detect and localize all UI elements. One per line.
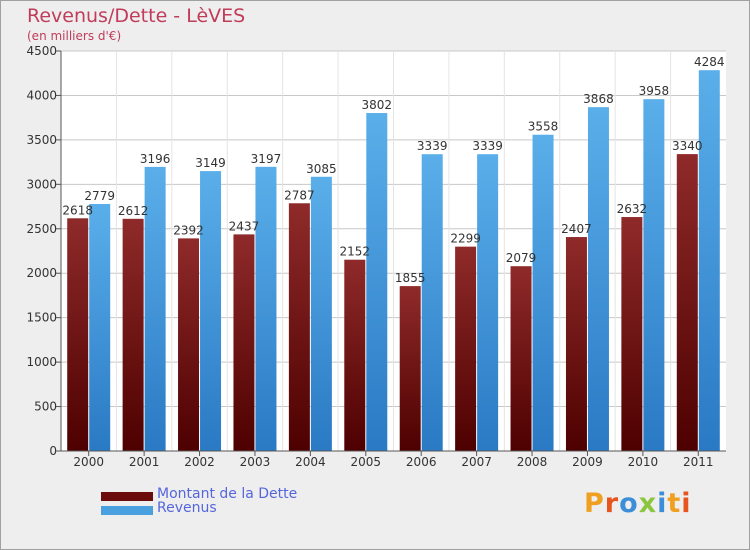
logo-letter: P [584, 488, 605, 519]
bar-debt [178, 238, 200, 451]
data-label-debt: 2152 [340, 245, 371, 259]
data-label-revenus: 3958 [639, 84, 670, 98]
bar-debt [676, 154, 698, 451]
y-tick-label: 500 [34, 400, 57, 414]
data-label-debt: 2407 [561, 222, 592, 236]
chart-title: Revenus/Dette - LèVES [27, 5, 246, 27]
bar-revenus [255, 166, 277, 452]
bar-revenus [310, 176, 332, 451]
bar-revenus [587, 107, 609, 451]
x-tick-label: 2003 [240, 455, 271, 469]
data-label-revenus: 3149 [195, 156, 226, 170]
data-label-revenus: 3802 [362, 98, 393, 112]
bar-debt [455, 246, 477, 451]
logo-letter: o [619, 488, 639, 519]
bar-revenus [200, 171, 222, 452]
bar-debt [510, 266, 532, 451]
x-tick-label: 2009 [572, 455, 603, 469]
data-label-debt: 2392 [173, 223, 204, 237]
bar-revenus [89, 203, 111, 451]
bar-debt [344, 259, 366, 451]
data-label-debt: 3340 [672, 139, 703, 153]
logo-letter: r [604, 488, 620, 519]
data-label-debt: 2787 [284, 188, 315, 202]
data-label-debt: 2632 [617, 202, 648, 216]
x-tick-label: 2006 [406, 455, 437, 469]
bar-debt [288, 203, 310, 451]
y-tick-label: 2000 [26, 266, 57, 280]
bar-debt [565, 237, 587, 451]
data-label-revenus: 3196 [140, 152, 171, 166]
x-tick-label: 2010 [628, 455, 659, 469]
y-tick-label: 4500 [26, 44, 57, 58]
y-tick-label: 1000 [26, 355, 57, 369]
data-label-revenus: 3339 [472, 139, 503, 153]
legend-swatch-debt [101, 492, 153, 501]
x-tick-label: 2002 [184, 455, 215, 469]
x-tick-label: 2005 [351, 455, 382, 469]
bar-debt [233, 234, 255, 451]
y-tick-label: 4000 [26, 88, 57, 102]
bar-debt [122, 218, 144, 451]
bar-revenus [477, 154, 499, 451]
bar-revenus [366, 113, 388, 452]
logo-letter: i [681, 488, 692, 519]
data-label-debt: 2299 [450, 232, 481, 246]
x-tick-label: 2007 [461, 455, 492, 469]
data-label-debt: 2618 [62, 203, 93, 217]
proxiti-logo: Proxiti [584, 488, 692, 519]
gridlines [61, 50, 726, 452]
axes: 0 500 1000 1500 2000 2500 3000 3500 4000 4500 2000… [26, 44, 726, 469]
data-label-revenus: 3085 [306, 162, 337, 176]
bar-debt [399, 286, 421, 451]
bar-debt [67, 218, 89, 451]
data-label-debt: 1855 [395, 271, 426, 285]
data-label-debt: 2437 [229, 219, 260, 233]
y-tick-label: 1500 [26, 311, 57, 325]
data-label-debt: 2612 [118, 204, 149, 218]
x-tick-label: 2000 [73, 455, 104, 469]
bar-revenus [421, 154, 443, 451]
data-label-debt: 2079 [506, 251, 537, 265]
chart-subtitle: (en milliers d'€) [27, 29, 122, 43]
x-tick-label: 2004 [295, 455, 326, 469]
logo-letter: i [657, 488, 668, 519]
legend-label-revenus: Revenus [157, 500, 217, 516]
bar-revenus [643, 99, 665, 451]
bars [67, 70, 720, 452]
bar-revenus [144, 166, 166, 451]
logo-letter: x [638, 488, 658, 519]
legend-swatch-revenus [101, 506, 153, 515]
legend-label-debt: Montant de la Dette [157, 486, 298, 502]
y-tick-label: 3500 [26, 133, 57, 147]
data-label-revenus: 3339 [417, 139, 448, 153]
data-label-revenus: 3868 [583, 92, 614, 106]
y-tick-label: 3000 [26, 177, 57, 191]
logo-letter: t [667, 488, 682, 519]
bar-debt [621, 217, 643, 451]
data-label-revenus: 2779 [84, 189, 115, 203]
x-tick-label: 2001 [129, 455, 160, 469]
x-tick-label: 2011 [683, 455, 714, 469]
x-tick-label: 2008 [517, 455, 548, 469]
y-tick-label: 2500 [26, 222, 57, 236]
data-label-revenus: 4284 [694, 55, 725, 69]
bar-revenus [532, 134, 554, 451]
data-label-revenus: 3558 [528, 120, 559, 134]
y-tick-label: 0 [49, 444, 57, 458]
bar-revenus [698, 70, 720, 451]
data-label-revenus: 3197 [251, 152, 282, 166]
